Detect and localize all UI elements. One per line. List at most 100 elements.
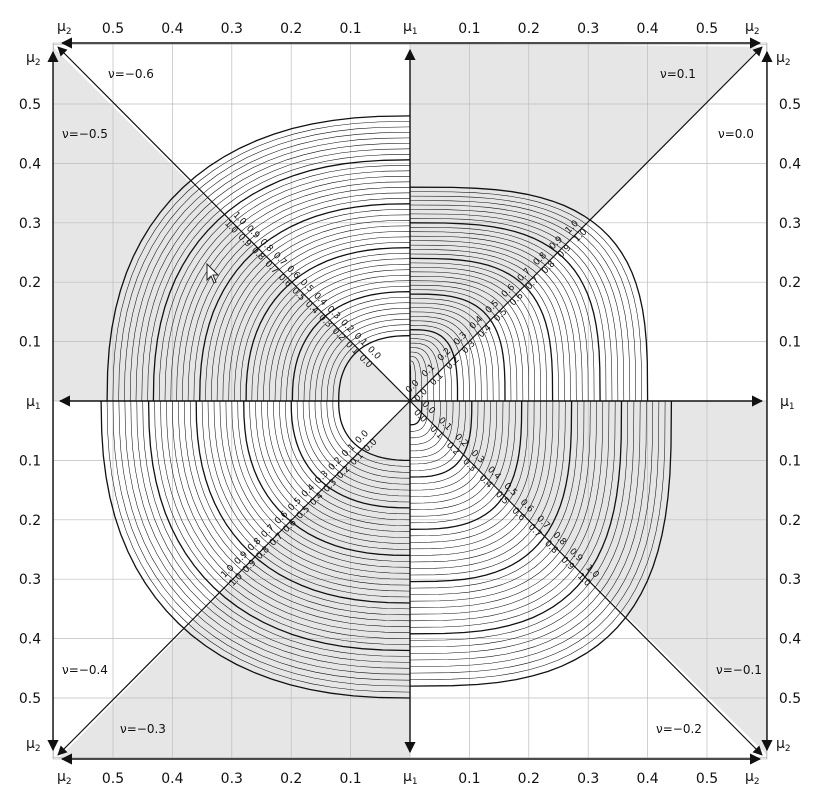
contour-curve xyxy=(164,170,411,402)
tick-label: 0.1 xyxy=(779,335,801,351)
contour-curve xyxy=(141,148,411,402)
contour-curve xyxy=(409,307,488,402)
mu2-axis-label: μ2 xyxy=(57,769,72,787)
contour-curve xyxy=(314,400,411,485)
nu-label-bottom-left-lower: ν=−0.3 xyxy=(120,722,166,736)
contour-curve xyxy=(409,401,466,471)
contour-curve xyxy=(409,280,524,402)
tick-label: 0.2 xyxy=(280,771,302,787)
contour-curve xyxy=(409,400,535,543)
mu2-axis-label: μ2 xyxy=(57,19,72,37)
tick-label: 0.3 xyxy=(577,771,599,787)
mu1-axis-label: μ1 xyxy=(780,394,795,412)
contour-curve xyxy=(231,400,411,568)
mu2-axis-label: μ2 xyxy=(26,736,41,754)
contour-curve xyxy=(193,198,411,402)
tick-label: 0.3 xyxy=(577,21,599,37)
contour-curve xyxy=(147,154,411,402)
contour-curve xyxy=(160,400,411,639)
tick-label: 0.5 xyxy=(102,771,124,787)
contour-curve xyxy=(409,400,441,445)
contour-curve xyxy=(409,400,473,478)
contour-curve xyxy=(409,400,573,583)
contour-curve xyxy=(135,143,411,402)
nu-label-top-left-upper: ν=−0.6 xyxy=(108,67,154,81)
contour-curve xyxy=(409,311,482,402)
contour-curve xyxy=(409,209,619,402)
diagonal-lower-left xyxy=(57,400,411,756)
contour-curve xyxy=(409,400,628,641)
contour-curve xyxy=(409,400,485,491)
contour-curve xyxy=(409,400,460,465)
contour-curve xyxy=(409,231,589,402)
contour-curve xyxy=(315,313,411,402)
contour-curve xyxy=(409,400,454,458)
contour-curve xyxy=(332,400,411,467)
contour-curve xyxy=(409,400,579,589)
contour-curve xyxy=(409,400,653,667)
nu-label-bottom-right-lower: ν=−0.2 xyxy=(656,722,702,736)
contour-curve xyxy=(409,400,523,530)
contour-curve xyxy=(409,191,642,402)
contour-curve xyxy=(261,400,411,538)
contour-curve xyxy=(263,263,411,402)
contour-curve xyxy=(124,132,411,402)
mu2-axis-label: μ2 xyxy=(776,50,791,68)
contour-curve xyxy=(249,400,411,550)
contour-curve xyxy=(409,213,613,402)
tick-label: 0.3 xyxy=(19,572,41,588)
contour-curve xyxy=(326,324,411,402)
contour-curve xyxy=(268,269,411,402)
contour-curve xyxy=(213,400,411,586)
contour-curve xyxy=(338,400,411,462)
contour-curve xyxy=(309,307,411,402)
nu-label-top-left-lower: ν=−0.5 xyxy=(62,127,108,141)
tick-label: 0.1 xyxy=(458,771,480,787)
contour-curve xyxy=(152,159,411,402)
contour-curve xyxy=(257,258,411,402)
tick-label: 0.1 xyxy=(339,771,361,787)
contour-curve xyxy=(409,400,673,687)
contour-curve xyxy=(255,400,411,544)
axis-names: μ1 μ1 μ1 μ1 μ2 μ2 μ2 μ2 μ2 μ2 μ2 μ2 xyxy=(26,19,795,787)
contour-curve xyxy=(409,338,446,401)
tick-labels: 0.1 0.1 0.1 0.1 0.1 0.1 0.1 0.1 0.2 0.2 0.2 0.2 0.2 0… xyxy=(19,21,801,787)
mu1-axis-label: μ1 xyxy=(403,769,418,787)
tick-label: 0.2 xyxy=(518,21,540,37)
contour-curve xyxy=(321,318,411,402)
contour-curve xyxy=(297,296,411,402)
contour-curve xyxy=(409,293,506,402)
contour-curve xyxy=(195,400,411,604)
contour-curve xyxy=(409,400,610,622)
mouse-pointer-icon xyxy=(206,263,220,284)
contour-curve xyxy=(409,227,595,402)
tick-label: 0.3 xyxy=(19,216,41,232)
contour-curves xyxy=(100,115,673,699)
contour-curve xyxy=(409,400,635,648)
contour-curve xyxy=(326,400,411,473)
tick-label: 0.1 xyxy=(19,335,41,351)
contour-curve xyxy=(409,400,516,524)
contour-curve xyxy=(112,121,411,402)
contour-curve xyxy=(409,400,666,680)
contour-curve xyxy=(409,333,452,402)
contour-curve xyxy=(118,126,411,402)
contour-curve xyxy=(409,400,647,661)
contour-curve xyxy=(409,200,631,402)
contour-curve xyxy=(158,165,411,402)
contour-curve xyxy=(409,400,554,563)
contour-curve xyxy=(178,400,411,622)
contour-curve xyxy=(409,400,529,537)
contour-curve xyxy=(409,400,560,569)
contour-curve xyxy=(409,400,547,556)
contour-curve xyxy=(409,400,585,595)
contour-curve xyxy=(243,400,411,557)
contour-curve xyxy=(201,400,411,598)
mu1-axis-label: μ1 xyxy=(26,394,41,412)
contour-curve xyxy=(409,289,512,402)
contour-curve xyxy=(410,400,435,439)
contour-curve xyxy=(409,298,500,402)
contour-curve xyxy=(409,204,625,402)
contour-curve xyxy=(409,400,660,674)
